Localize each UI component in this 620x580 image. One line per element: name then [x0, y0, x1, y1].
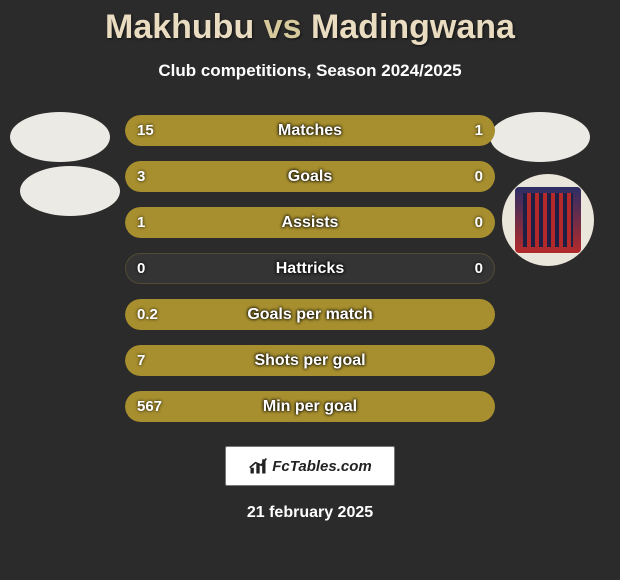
player-right-avatar — [490, 112, 590, 162]
comparison-stage: Matches151 Goals30 Assists10 Hattricks0 0 Goa… — [0, 111, 620, 522]
bar-left — [125, 345, 495, 376]
stat-row-hattricks: Hattricks0 0 — [125, 253, 495, 284]
vs-text: vs — [264, 8, 302, 46]
bar-left — [125, 207, 495, 238]
stat-row-min-per-goal: Min per goal567 — [125, 391, 495, 422]
stat-label: Hattricks — [125, 253, 495, 284]
stat-value-left: 0 — [137, 253, 145, 284]
stat-row-matches: Matches151 — [125, 115, 495, 146]
bar-left — [125, 299, 495, 330]
bar-left — [125, 161, 495, 192]
bar-left — [125, 115, 421, 146]
logo-text: FcTables.com — [272, 458, 371, 475]
logo-chart-icon — [248, 456, 268, 476]
club-badge-shield — [515, 187, 581, 253]
player-right-name: Madingwana — [311, 8, 515, 46]
stat-row-shots-per-goal: Shots per goal7 — [125, 345, 495, 376]
player-left-avatar-1 — [10, 112, 110, 162]
player-left-name: Makhubu — [105, 8, 254, 46]
footer-date: 21 february 2025 — [0, 504, 620, 522]
bar-left — [125, 391, 495, 422]
stat-row-assists: Assists10 — [125, 207, 495, 238]
subtitle: Club competitions, Season 2024/2025 — [0, 61, 620, 81]
bar-right — [421, 115, 495, 146]
club-badge — [502, 174, 594, 266]
site-logo[interactable]: FcTables.com — [225, 446, 395, 486]
stat-value-right: 0 — [475, 253, 483, 284]
page-title: Makhubu vs Madingwana — [0, 0, 620, 47]
player-left-avatar-2 — [20, 166, 120, 216]
stat-row-goals: Goals30 — [125, 161, 495, 192]
stat-row-goals-per-match: Goals per match0.2 — [125, 299, 495, 330]
